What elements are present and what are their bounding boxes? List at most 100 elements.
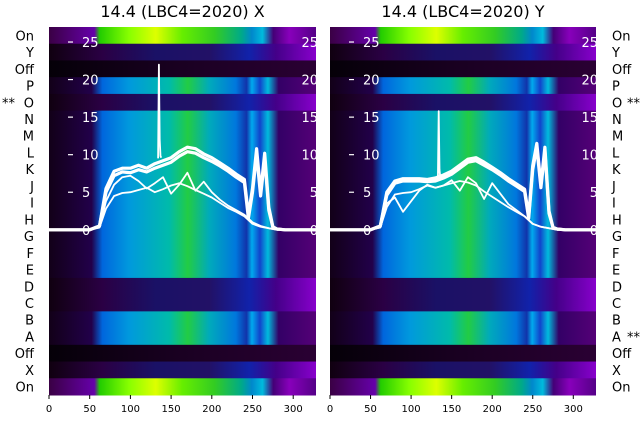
series-point [475,160,477,162]
series-point [459,190,461,192]
series-point [491,169,493,171]
series-point [394,182,396,184]
series-point [186,172,188,174]
series-point [315,229,317,231]
series-point [260,226,262,228]
series-point [268,227,270,229]
x-tick-label: 150 [162,404,181,415]
row-label: Off [612,347,632,362]
series-line-4 [157,63,163,159]
series-point [515,211,518,213]
series-point [499,201,501,203]
series-point [243,214,245,216]
row-label: P [612,80,620,95]
series-point [394,180,396,182]
row-label: M [23,130,34,145]
heatmap-row-x-20 [330,361,596,379]
series-point [243,181,245,184]
series-point [211,157,213,159]
series-point [162,176,164,178]
series-point [170,184,172,187]
series-point [418,178,420,180]
series-point [491,196,493,198]
heatmap-row-off-2 [330,60,596,78]
series-point [451,173,453,175]
row-label: X [25,364,34,379]
series-point [524,215,526,217]
heatmap-row-g-12 [49,227,316,245]
series-point [418,180,420,182]
series-point [491,182,493,184]
row-label: J [29,180,34,195]
heatmap-row-off-19 [49,344,316,363]
heatmap-row-on-0 [49,27,316,45]
heatmap-row-y-1 [49,43,316,61]
y-tick-label-right: 25 [301,36,318,51]
series-point [162,160,164,162]
series-point [434,177,437,179]
series-point [418,190,420,192]
series-point [113,175,115,177]
series-point [499,174,501,176]
row-label: G [24,230,34,245]
heatmap-row-y-1 [330,43,596,61]
series-point [402,180,404,182]
series-point [595,229,597,231]
series-point [113,195,115,197]
heatmap-row-m-6 [330,127,596,145]
series-point [121,176,123,178]
heatmap-row-p-3 [49,77,316,95]
heatmap-row-l-7 [330,144,596,162]
series-point [170,193,172,195]
series-point [219,162,221,164]
series-point [386,194,388,196]
y-tick-label: 5 [82,186,90,201]
series-point [418,188,420,190]
heatmap-row-f-13 [330,244,596,262]
row-marker: ** [2,96,16,111]
heatmap-row-off-2 [49,60,316,78]
series-point [507,180,510,182]
x-tick-label: 300 [284,404,303,415]
heatmap-row-a-18 [330,328,596,346]
series-point [129,191,132,193]
series-point [394,193,396,196]
heatmap-row-b-17 [330,311,596,329]
series-point [235,173,237,175]
series-point [178,184,180,186]
series-point [137,164,140,166]
heatmap-row-c-16 [330,294,596,312]
chart-title: 14.4 (LBC4=2020) X [100,2,264,21]
series-point [499,193,501,195]
series-point [219,199,221,201]
row-label: Y [25,46,34,61]
series-point [219,202,221,204]
series-point [105,208,107,210]
heatmap-row-g-12 [330,227,596,245]
series-point [186,185,188,187]
series-point [532,223,534,225]
series-point [154,167,156,169]
series-point [113,184,115,186]
series-point [451,182,453,184]
series-point [264,157,266,160]
series-point [483,198,485,200]
row-label: Off [15,63,35,78]
heatmap-row-f-13 [49,244,316,262]
series-point [137,180,140,182]
series-point [113,170,115,172]
row-label: Off [15,347,35,362]
y-tick-label: 25 [82,36,99,51]
series-point [434,180,437,182]
series-line-4 [437,110,442,179]
row-label: G [612,230,622,245]
series-line-1 [330,145,596,232]
heatmap-row-e-14 [49,261,316,279]
y-tick-label: 20 [82,74,99,89]
y-tick-label: 20 [363,74,380,89]
series-point [475,157,477,159]
heatmap-row-d-15 [330,277,596,296]
heatmap-row-on-21 [49,378,316,396]
series-point [162,188,164,190]
